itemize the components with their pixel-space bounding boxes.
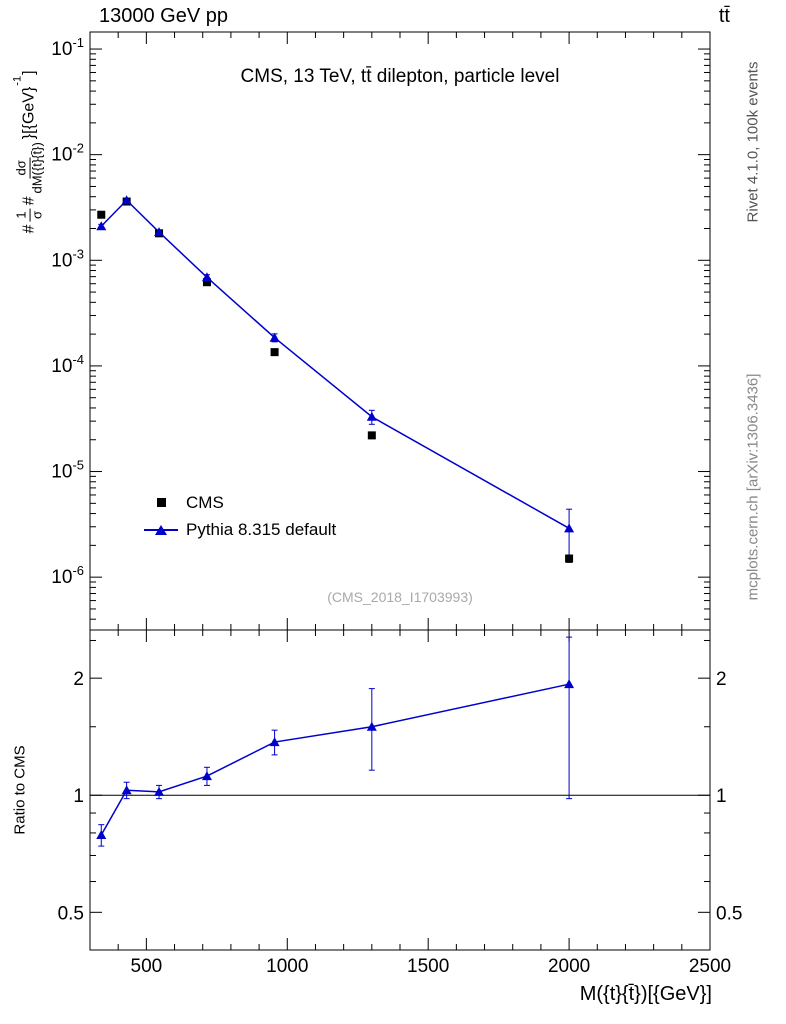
triangle-icon	[155, 524, 167, 535]
ylabel-hash: #	[21, 224, 38, 234]
cms-data-marker	[202, 278, 211, 287]
ratio-tick-label-right: 2	[716, 669, 727, 690]
ylabel-hash: #	[21, 196, 38, 206]
ratio-data-marker	[121, 785, 132, 795]
ratio-line	[100, 683, 570, 836]
rivet-version-label: Rivet 4.1.0, 100k events	[744, 61, 762, 223]
x-tick-label: 500	[131, 956, 163, 977]
ratio-tick-label-left: 0.5	[58, 903, 84, 924]
ylabel-units-end: ]	[21, 70, 38, 75]
pythia-data-marker	[564, 523, 575, 533]
analysis-watermark: (CMS_2018_I1703993)	[327, 589, 473, 605]
x-tick-label: 2500	[689, 956, 731, 977]
ratio-tick-label-right: 0.5	[716, 903, 742, 924]
y-tick-label: 10-3	[51, 246, 84, 271]
pythia-data-marker	[96, 221, 107, 231]
ratio-panel-frame	[89, 629, 711, 951]
legend-label-cms: CMS	[186, 492, 224, 512]
legend-label-pythia: Pythia 8.315 default	[186, 519, 337, 539]
mcplots-reference-label: mcplots.cern.ch [arXiv:1306.3436]	[744, 373, 762, 601]
ratio-data-marker	[201, 771, 212, 781]
pythia-data-marker	[366, 411, 377, 421]
y-axis-label: #1 σ # dσ dM({t}{t̄}) }[{GeV} -1]	[11, 70, 46, 234]
ratio-data-marker	[96, 830, 107, 840]
legend: CMS Pythia 8.315 default	[142, 489, 336, 543]
y-tick-label: 10-1	[51, 35, 84, 60]
legend-item-pythia: Pythia 8.315 default	[142, 516, 336, 543]
pythia-data-marker	[154, 227, 165, 237]
cms-data-marker	[97, 210, 106, 219]
ratio-tick-label-right: 1	[716, 786, 727, 807]
x-tick-label: 2000	[548, 956, 590, 977]
pythia-triangle-marker-icon	[142, 516, 180, 543]
cms-square-marker-icon	[142, 489, 180, 516]
ratio-axis-label: Ratio to CMS	[11, 745, 29, 835]
ratio-data-marker	[154, 786, 165, 796]
x-tick-label: 1000	[266, 956, 308, 977]
ratio-tick-label-left: 2	[73, 669, 84, 690]
ratio-data-marker	[366, 721, 377, 731]
pythia-line	[100, 199, 570, 529]
cms-data-marker	[367, 431, 376, 440]
ylabel-units: }[{GeV}	[21, 86, 38, 140]
y-tick-label: 10-6	[51, 563, 84, 588]
ratio-data-marker	[269, 737, 280, 747]
ylabel-fraction-2: dσ dM({t}{t̄})	[13, 142, 45, 194]
square-icon	[156, 498, 166, 507]
y-tick-label: 10-2	[51, 141, 84, 166]
cms-data-marker	[270, 348, 279, 357]
process-label: tt̄	[718, 5, 730, 27]
x-tick-label: 1500	[407, 956, 449, 977]
y-tick-label: 10-4	[51, 352, 84, 377]
ratio-data-marker	[564, 679, 575, 689]
legend-item-cms: CMS	[142, 489, 336, 516]
y-tick-label: 10-5	[51, 458, 84, 483]
plot-title: CMS, 13 TeV, tt̄ dilepton, particle leve…	[240, 66, 560, 87]
pythia-data-marker	[121, 195, 132, 205]
ratio-tick-label-left: 1	[73, 786, 84, 807]
ylabel-exponent: -1	[11, 75, 24, 86]
x-axis-label: M({t}{t̄})[{GeV}]	[579, 983, 712, 1005]
pythia-data-marker	[269, 332, 280, 342]
cms-data-marker	[565, 554, 574, 563]
pythia-data-marker	[201, 272, 212, 282]
beam-energy-label: 13000 GeV pp	[99, 5, 228, 27]
